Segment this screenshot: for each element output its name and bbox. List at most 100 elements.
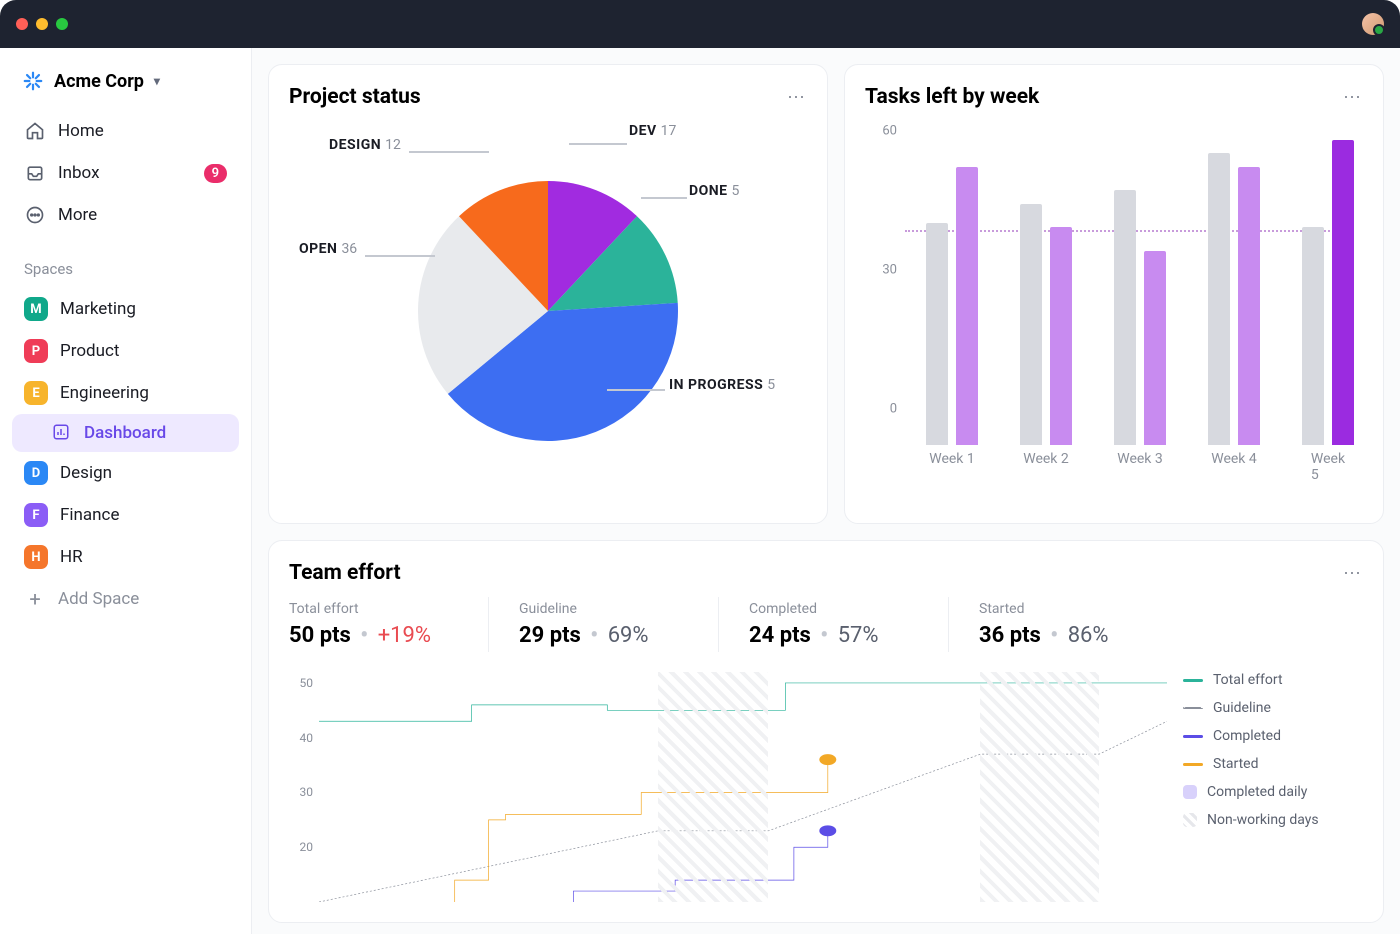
- non-working-day-band: [658, 672, 768, 902]
- sidebar: Acme Corp ▾ Home Inbox 9 More Spaces MMa…: [0, 48, 252, 934]
- effort-stat: Started 36 pts • 86%: [979, 597, 1179, 652]
- space-item-finance[interactable]: F Finance: [12, 494, 239, 536]
- project-status-pie: DEV17DONE5IN PROGRESS5OPEN36DESIGN12: [289, 121, 807, 501]
- legend-item: Started: [1183, 756, 1363, 772]
- nav-inbox[interactable]: Inbox 9: [12, 152, 239, 194]
- space-icon: P: [24, 339, 48, 363]
- add-space-button[interactable]: + Add Space: [12, 578, 239, 620]
- stat-value: 36 pts • 86%: [979, 623, 1149, 648]
- y-tick: 30: [882, 263, 897, 278]
- effort-stat: Completed 24 pts • 57%: [749, 597, 949, 652]
- bar[interactable]: [1208, 153, 1230, 445]
- plus-icon: +: [24, 588, 46, 610]
- bar-group: [1208, 153, 1260, 445]
- card-more-icon[interactable]: ⋯: [1343, 87, 1363, 108]
- maximize-icon[interactable]: [56, 18, 68, 30]
- x-label: Week 4: [1211, 451, 1257, 467]
- window-controls: [16, 18, 68, 30]
- space-label: Marketing: [60, 299, 136, 319]
- bar-group: [1020, 204, 1072, 445]
- space-sub-label: Dashboard: [84, 423, 166, 443]
- more-icon: [24, 204, 46, 226]
- pie-label-dev: DEV17: [629, 123, 676, 139]
- team-effort-title: Team effort: [289, 561, 401, 585]
- effort-stat: Guideline 29 pts • 69%: [519, 597, 719, 652]
- pie-label-design: DESIGN12: [329, 137, 401, 153]
- bar-group: [1302, 140, 1354, 445]
- titlebar: [0, 0, 1400, 48]
- space-item-engineering[interactable]: EEngineering: [12, 372, 239, 414]
- space-item-design[interactable]: D Design: [12, 452, 239, 494]
- tasks-by-week-card: Tasks left by week ⋯ 03060 Week 1Week 2W…: [844, 64, 1384, 524]
- bar[interactable]: [1050, 227, 1072, 445]
- space-sub-dashboard[interactable]: Dashboard: [12, 414, 239, 452]
- project-status-title: Project status: [289, 85, 421, 109]
- space-item-marketing[interactable]: MMarketing: [12, 288, 239, 330]
- space-label: Engineering: [60, 383, 149, 403]
- bar[interactable]: [1020, 204, 1042, 445]
- workspace-switcher[interactable]: Acme Corp ▾: [12, 62, 239, 110]
- legend-item: Total effort: [1183, 672, 1363, 688]
- space-label: Product: [60, 341, 119, 361]
- card-more-icon[interactable]: ⋯: [1343, 563, 1363, 584]
- avatar[interactable]: [1362, 13, 1384, 35]
- bar[interactable]: [1332, 140, 1354, 445]
- space-icon: D: [24, 461, 48, 485]
- stat-label: Guideline: [519, 601, 688, 617]
- space-item-product[interactable]: P Product: [12, 330, 239, 372]
- bar[interactable]: [1302, 227, 1324, 445]
- nav-inbox-label: Inbox: [58, 163, 100, 183]
- lc-y-tick: 20: [300, 840, 314, 854]
- effort-line-chart: 20304050: [289, 672, 1167, 902]
- nav-home-label: Home: [58, 121, 104, 141]
- legend-item: Non-working days: [1183, 812, 1363, 828]
- space-label: Finance: [60, 505, 119, 525]
- stat-value: 29 pts • 69%: [519, 623, 688, 648]
- chevron-down-icon: ▾: [154, 74, 160, 88]
- stat-value: 24 pts • 57%: [749, 623, 918, 648]
- lc-y-tick: 50: [300, 676, 314, 690]
- bar[interactable]: [926, 223, 948, 445]
- x-label: Week 5: [1311, 451, 1345, 483]
- legend-label: Total effort: [1213, 672, 1283, 688]
- main-content: Project status ⋯ DEV17DONE5IN PROGRESS5O…: [252, 48, 1400, 934]
- stat-label: Total effort: [289, 601, 458, 617]
- nav-more[interactable]: More: [12, 194, 239, 236]
- add-space-label: Add Space: [58, 589, 139, 609]
- nav-home[interactable]: Home: [12, 110, 239, 152]
- stat-label: Completed: [749, 601, 918, 617]
- close-icon[interactable]: [16, 18, 28, 30]
- legend-label: Guideline: [1213, 700, 1271, 716]
- dashboard-icon: [52, 423, 72, 443]
- y-tick: 0: [890, 402, 897, 417]
- space-icon: F: [24, 503, 48, 527]
- tasks-bar-chart: 03060 Week 1Week 2Week 3Week 4Week 5: [865, 121, 1363, 481]
- pie-label-done: DONE5: [689, 183, 739, 199]
- bar[interactable]: [1114, 190, 1136, 445]
- bar-group: [926, 167, 978, 445]
- home-icon: [24, 120, 46, 142]
- space-icon: H: [24, 545, 48, 569]
- y-tick: 60: [882, 124, 897, 139]
- stat-value: 50 pts • +19%: [289, 623, 458, 648]
- space-item-hr[interactable]: HHR: [12, 536, 239, 578]
- bar[interactable]: [1144, 251, 1166, 445]
- bar-group: [1114, 190, 1166, 445]
- legend-label: Completed daily: [1207, 784, 1307, 800]
- legend-label: Started: [1213, 756, 1259, 772]
- effort-line-started: [455, 760, 828, 902]
- card-more-icon[interactable]: ⋯: [787, 87, 807, 108]
- bar[interactable]: [1238, 167, 1260, 445]
- pie-label-in-progress: IN PROGRESS5: [669, 377, 775, 393]
- minimize-icon[interactable]: [36, 18, 48, 30]
- bar[interactable]: [956, 167, 978, 445]
- legend-label: Completed: [1213, 728, 1281, 744]
- project-status-card: Project status ⋯ DEV17DONE5IN PROGRESS5O…: [268, 64, 828, 524]
- space-label: Design: [60, 463, 112, 483]
- workspace-logo-icon: [22, 70, 44, 92]
- spaces-section-label: Spaces: [12, 236, 239, 288]
- x-label: Week 3: [1117, 451, 1163, 467]
- tasks-by-week-title: Tasks left by week: [865, 85, 1039, 109]
- nav-more-label: More: [58, 205, 97, 225]
- lc-y-tick: 40: [300, 731, 314, 745]
